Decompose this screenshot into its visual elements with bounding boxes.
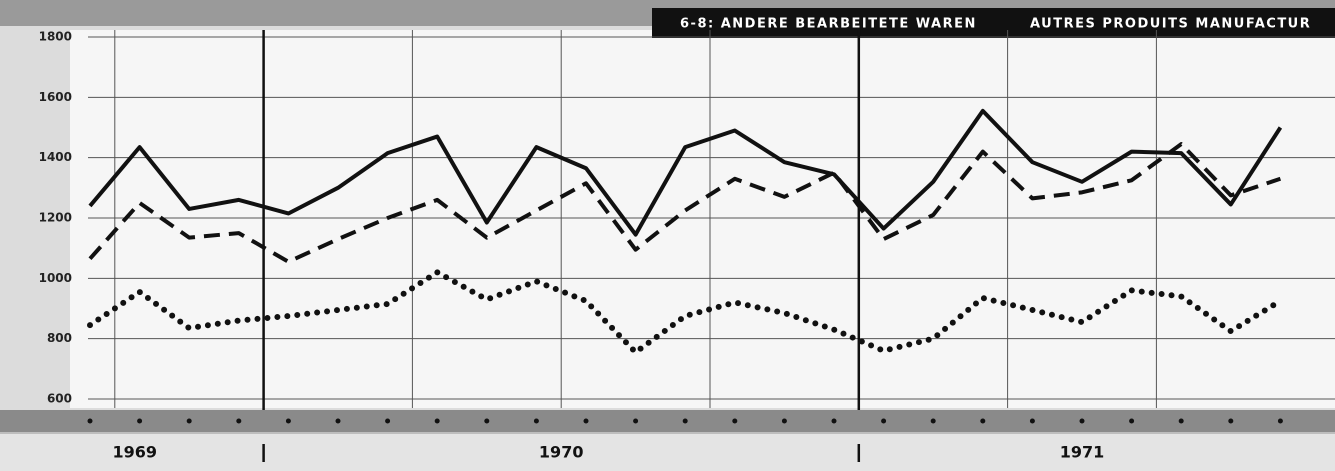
month-dot: [583, 418, 589, 424]
month-dot: [434, 418, 440, 424]
chart-title: 6-8: ANDERE BEARBEITETE WAREN: [680, 17, 977, 32]
series-line: [87, 269, 1284, 356]
month-dot: [137, 418, 143, 424]
month-dot: [533, 418, 539, 424]
month-dot: [633, 418, 639, 424]
title-box: [652, 8, 1335, 38]
month-dot: [682, 418, 688, 424]
month-dot: [881, 418, 887, 424]
month-dot: [1029, 418, 1035, 424]
year-strip: [0, 434, 1335, 471]
month-dot: [186, 418, 192, 424]
plot-area: [70, 30, 1335, 408]
y-tick-label: 1800: [39, 30, 72, 44]
month-dot: [484, 418, 490, 424]
y-tick-label: 1000: [39, 271, 72, 285]
month-dot: [385, 418, 391, 424]
month-dot: [335, 418, 341, 424]
month-dot: [1129, 418, 1135, 424]
month-dot: [236, 418, 242, 424]
y-tick-label: 1600: [39, 90, 72, 104]
y-tick-label: 600: [47, 392, 72, 406]
month-dot: [732, 418, 738, 424]
month-strip: [0, 410, 1335, 432]
year-label: 1969: [113, 443, 158, 462]
month-dot: [1277, 418, 1283, 424]
month-dot: [1178, 418, 1184, 424]
year-label: 1971: [1060, 443, 1105, 462]
year-label: 1970: [539, 443, 584, 462]
month-dot: [1079, 418, 1085, 424]
month-dot: [285, 418, 291, 424]
month-dot: [930, 418, 936, 424]
chart-title: AUTRES PRODUITS MANUFACTUR: [1030, 17, 1311, 32]
month-dot: [1228, 418, 1234, 424]
month-dot: [831, 418, 837, 424]
y-tick-label: 1400: [39, 150, 72, 164]
y-tick-label: 800: [47, 331, 72, 345]
month-dot: [87, 418, 93, 424]
y-tick-label: 1200: [39, 211, 72, 225]
series-line: [88, 108, 1283, 237]
series-line: [88, 142, 1282, 264]
month-dot: [980, 418, 986, 424]
month-dot: [781, 418, 787, 424]
